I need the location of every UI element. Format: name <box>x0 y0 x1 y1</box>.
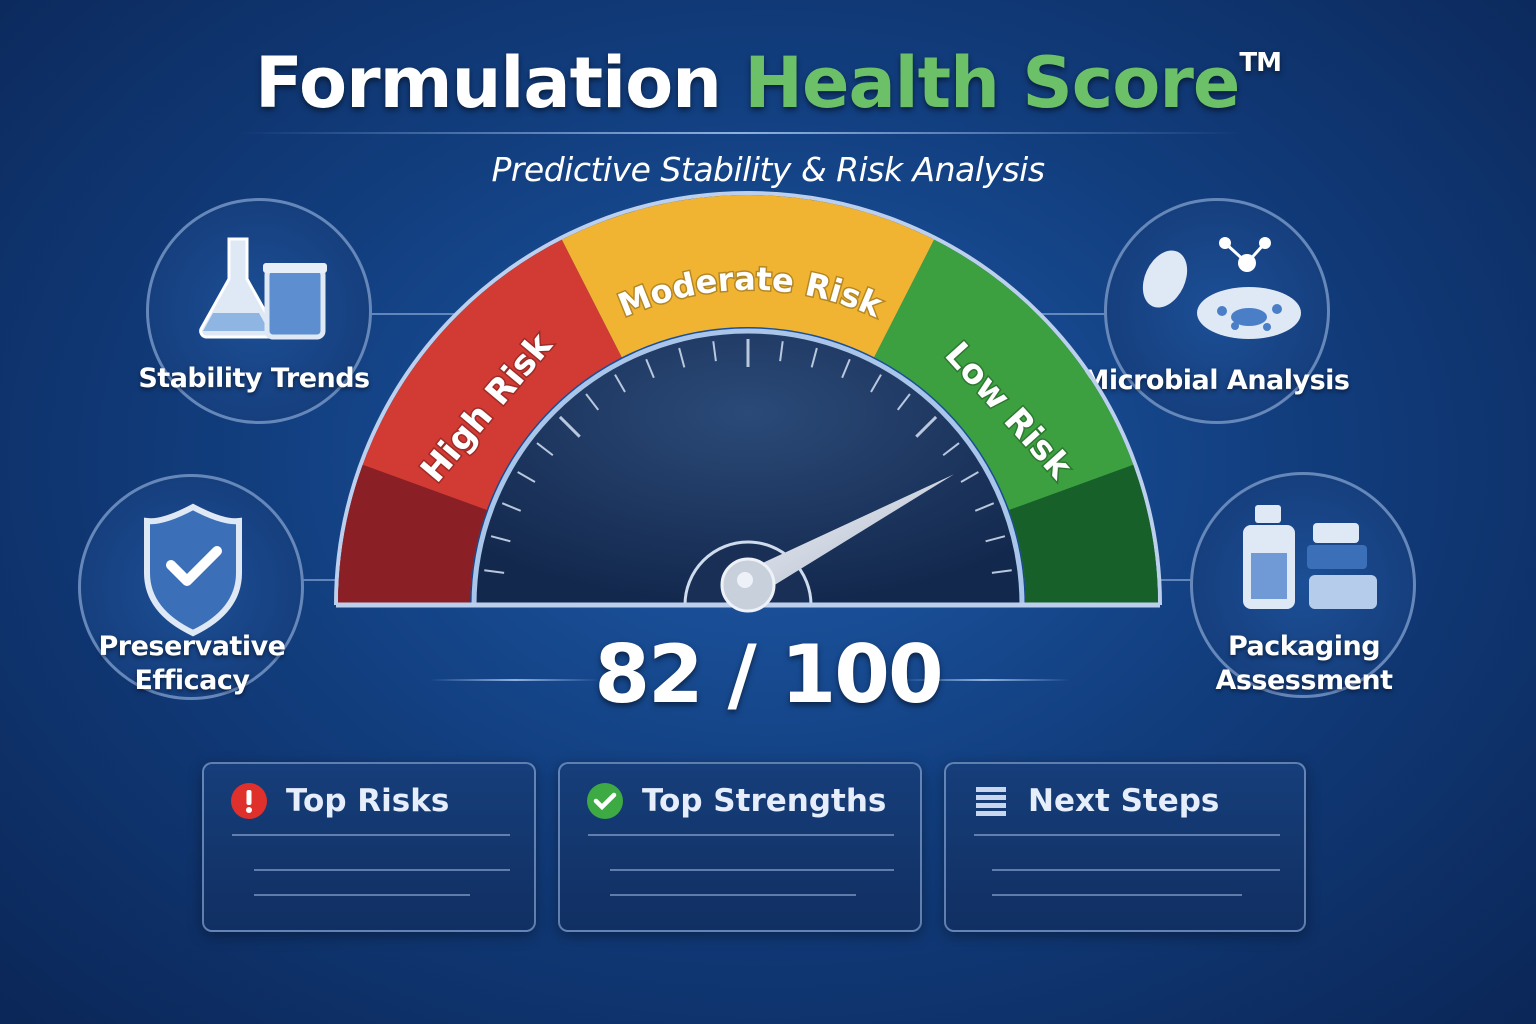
gauge-tick <box>645 358 655 379</box>
packaging-bottles-icon <box>1243 505 1377 609</box>
feature-label: Preservative Efficacy <box>42 630 342 698</box>
feature-preservative-efficacy <box>78 474 304 700</box>
zone-low-risk-dark <box>1009 464 1158 605</box>
placeholder-line <box>254 894 470 896</box>
score-rule-right <box>900 679 1070 681</box>
needle-hub-cap <box>737 572 753 588</box>
placeholder-line <box>992 869 1280 871</box>
zone-high-risk-dark <box>338 464 487 605</box>
gauge-tick <box>614 374 626 393</box>
gauge-dial <box>471 328 1025 608</box>
title-divider <box>240 132 1240 134</box>
divider <box>588 834 894 836</box>
label-line: Preservative <box>98 631 286 662</box>
title-part-1: Formulation <box>255 42 722 124</box>
gauge-needle <box>740 474 955 597</box>
feature-packaging-assessment <box>1190 472 1416 698</box>
gauge-tick <box>942 442 960 457</box>
feature-label: Stability Trends <box>138 363 370 394</box>
gauge-tick <box>841 358 851 379</box>
score-value: 82 / 100 <box>594 628 943 721</box>
gauge-tick <box>490 535 511 543</box>
lab-flask-icon <box>199 237 327 340</box>
label-line: Packaging <box>1227 631 1381 662</box>
title-part-2: Health Score <box>744 42 1240 124</box>
zone-moderate-risk <box>561 195 935 358</box>
connector <box>300 579 345 581</box>
gauge-ticks <box>482 339 1014 607</box>
score-rule-left <box>430 679 600 681</box>
gauge-tick <box>536 442 554 457</box>
feature-microbial-analysis <box>1104 198 1330 424</box>
gauge-tick <box>712 341 717 362</box>
gauge-tick <box>896 393 911 411</box>
gauge-tick <box>985 535 1006 543</box>
list-icon <box>972 782 1010 820</box>
divider <box>974 834 1280 836</box>
gauge-tick <box>484 569 505 574</box>
gauge-tick <box>517 471 536 483</box>
microbe-icon <box>1142 237 1301 339</box>
label-line: Assessment <box>1215 665 1393 696</box>
feature-label: Packaging Assessment <box>1154 630 1454 698</box>
card-title: Next Steps <box>1028 783 1220 819</box>
card-next-steps[interactable]: Next Steps <box>944 762 1306 932</box>
gauge-outline <box>334 191 1162 606</box>
card-top-strengths[interactable]: Top Strengths <box>558 762 922 932</box>
card-title: Top Strengths <box>642 783 887 819</box>
alert-icon <box>230 782 268 820</box>
gauge-tick <box>501 502 522 512</box>
connector <box>980 313 1105 315</box>
placeholder-line <box>610 894 856 896</box>
gauge-tick <box>915 415 938 438</box>
gauge-tick <box>678 347 686 368</box>
trademark: TM <box>1239 48 1282 78</box>
gauge-tick <box>558 415 581 438</box>
page-title: Formulation Health ScoreTM <box>0 42 1536 124</box>
gauge-tick <box>960 471 979 483</box>
feature-label: Microbial Analysis <box>1082 365 1350 396</box>
gauge-tick <box>585 393 600 411</box>
card-top-risks[interactable]: Top Risks <box>202 762 536 932</box>
placeholder-line <box>254 869 510 871</box>
gauge-tick <box>991 569 1012 574</box>
connector <box>1152 579 1192 581</box>
gauge-tick <box>974 502 995 512</box>
divider <box>232 834 510 836</box>
gauge-tick <box>810 347 818 368</box>
gauge-tick <box>870 374 882 393</box>
placeholder-line <box>610 869 894 871</box>
subtitle: Predictive Stability & Risk Analysis <box>491 150 1045 189</box>
card-title: Top Risks <box>286 783 450 819</box>
gauge-tick <box>779 341 784 362</box>
shield-check-icon <box>144 503 242 637</box>
placeholder-line <box>992 894 1242 896</box>
label-line: Efficacy <box>134 665 250 696</box>
connector <box>368 313 518 315</box>
feature-stability-trends <box>146 198 372 424</box>
check-circle-icon <box>586 782 624 820</box>
